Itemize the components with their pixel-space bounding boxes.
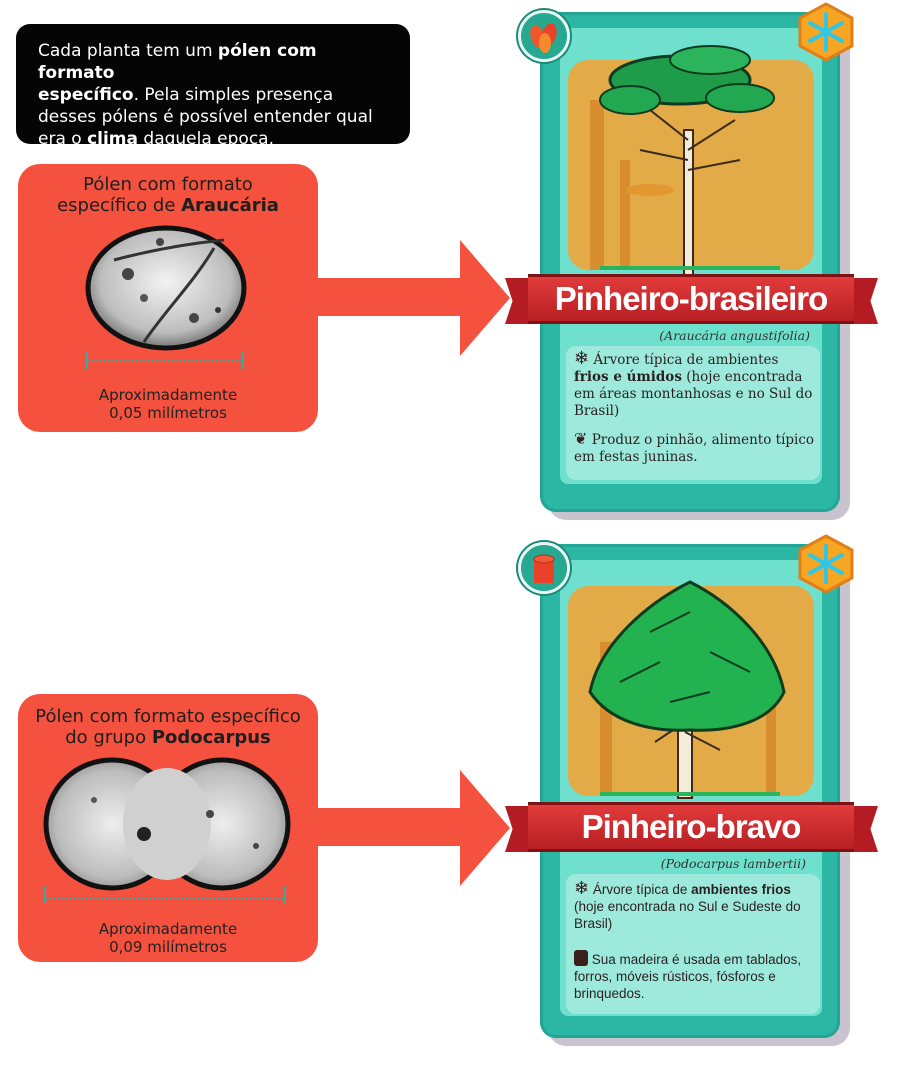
podocarpus-tree-illustration	[568, 580, 814, 799]
arrow-head	[460, 240, 510, 356]
intro-text: desses pólens é possível entender qual	[38, 107, 373, 127]
card-fact-use: ❦ Produz o pinhão, alimento típico em fe…	[574, 429, 815, 465]
measure-line	[88, 360, 242, 362]
pollen-title: Pólen com formato específico de Araucári…	[57, 174, 279, 216]
cold-climate-snowflake-badge	[798, 534, 854, 594]
plant-name-ribbon: Pinheiro-bravo	[528, 802, 854, 852]
card-fact-climate: ❄ Árvore típica de ambientes frios e úmi…	[574, 348, 813, 420]
intro-text: Cada planta tem um	[38, 41, 218, 61]
pine-nut-badge	[518, 10, 570, 62]
scientific-name: (Araucária angustifolia)	[659, 328, 810, 343]
araucaria-tree-illustration	[568, 45, 814, 280]
arrow-head	[460, 770, 510, 886]
plant-name-ribbon: Pinheiro-brasileiro	[528, 274, 854, 324]
measure-tick	[242, 352, 244, 370]
intro-text: era o	[38, 129, 88, 149]
wood-badge	[518, 542, 570, 594]
measure-tick	[86, 352, 88, 370]
pollen-size-caption: Aproximadamente 0,05 milímetros	[98, 386, 238, 422]
scientific-name: (Podocarpus lambertii)	[660, 856, 806, 871]
araucaria-pollen-image	[85, 225, 247, 351]
measure-line	[46, 898, 284, 900]
measure-tick	[284, 886, 286, 904]
intro-bold: pólen com formato	[38, 41, 317, 83]
intro-text: . Pela simples presença	[133, 85, 334, 105]
card-fact-use: Sua madeira é usada em tablados, forros,…	[574, 950, 802, 1001]
seed-icon: ❦	[574, 429, 588, 448]
cold-climate-snowflake-badge	[798, 2, 854, 62]
intro-bold: clima	[87, 129, 138, 149]
wood-log-icon	[574, 950, 588, 966]
arrow-shaft	[316, 278, 462, 316]
card-info-box	[566, 346, 820, 480]
measure-tick	[44, 886, 46, 904]
podocarpus-pollen-image	[43, 757, 291, 891]
intro-box: Cada planta tem um pólen com formato esp…	[16, 24, 410, 149]
snowflake-icon: ❄	[574, 348, 590, 369]
arrow-shaft	[316, 808, 462, 846]
card-fact-climate: ❄ Árvore típica de ambientes frios (hoje…	[574, 878, 801, 931]
pollen-size-caption: Aproximadamente 0,09 milímetros	[98, 920, 238, 956]
snowflake-icon: ❄	[574, 878, 590, 898]
pollen-title: Pólen com formato específico do grupo Po…	[35, 706, 301, 748]
card-info-box	[566, 874, 820, 1014]
pine-nut-icon	[530, 23, 557, 53]
intro-bold: específico	[38, 85, 134, 105]
wood-log-icon	[533, 554, 555, 583]
intro-text: daquela epoca.	[138, 129, 274, 149]
